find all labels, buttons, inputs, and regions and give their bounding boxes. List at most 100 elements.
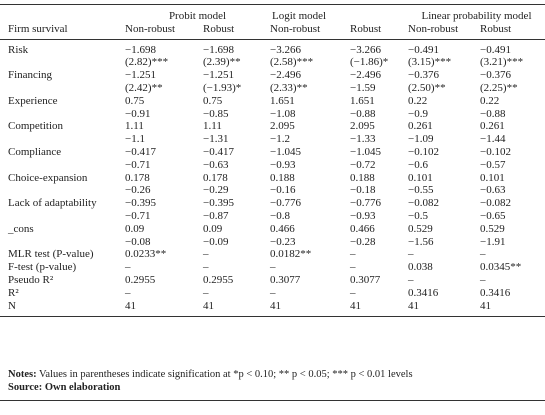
cell-value: −2.496 — [350, 69, 381, 82]
cell-se: −0.57 — [480, 158, 506, 171]
cell-se: −0.28 — [350, 235, 376, 248]
cell-se: (2.50)** — [408, 81, 446, 94]
cell-se: (2.82)*** — [125, 56, 169, 69]
cell-value: −1.251 — [125, 69, 156, 82]
empty-cell — [0, 133, 125, 146]
row-label: R² — [8, 286, 19, 299]
cell-se: −0.29 — [203, 184, 229, 197]
notes: Notes: Values in parentheses indicate si… — [8, 368, 538, 381]
row-label: Financing — [8, 69, 52, 82]
cell-se: (2.42)** — [125, 81, 163, 94]
cell-value: 1.651 — [270, 94, 295, 107]
cell-value: 0.0345** — [480, 261, 522, 274]
column-header: Robust — [350, 22, 382, 35]
source-text: Source: Own elaboration — [8, 382, 121, 393]
table-body: Risk −1.698 −1.698 −3.266 −3.266 −0.491 −0.491… — [0, 39, 545, 317]
cell-value: – — [408, 273, 414, 286]
cell-value: 0.101 — [408, 171, 433, 184]
cell-se: −0.63 — [203, 158, 229, 171]
table-row: Pseudo R² 0.2955 0.2955 0.3077 0.3077 – – — [0, 274, 545, 287]
cell-se: (−1.93)* — [203, 81, 242, 94]
cell-se: −0.8 — [270, 209, 290, 222]
cell-se: (3.15)*** — [408, 56, 452, 69]
cell-se: −1.09 — [408, 133, 434, 146]
cell-value: 0.529 — [480, 222, 505, 235]
cell-se: −1.31 — [203, 133, 229, 146]
cell-value: −3.266 — [270, 43, 301, 56]
cell-value: 0.466 — [270, 222, 295, 235]
cell-value: – — [350, 248, 356, 261]
cell-se: (2.58)*** — [270, 56, 314, 69]
group-header-row: Probit model Logit model Linear probabil… — [0, 4, 545, 23]
cell-se: −0.16 — [270, 184, 296, 197]
cell-value: – — [125, 261, 131, 274]
cell-value: 0.261 — [480, 120, 505, 133]
cell-value: −0.776 — [270, 197, 301, 210]
cell-value: 41 — [125, 299, 136, 312]
cell-se: −0.71 — [125, 209, 151, 222]
cell-se: −0.88 — [350, 107, 376, 120]
empty-cell — [0, 108, 125, 121]
cell-value: 0.22 — [408, 94, 428, 107]
cell-se: −1.44 — [480, 133, 506, 146]
group-header: Logit model — [272, 10, 327, 22]
cell-value: −0.491 — [480, 43, 511, 56]
cell-value: 0.3077 — [350, 273, 381, 286]
table-row: MLR test (P-value) 0.0233** – 0.0182** – – – — [0, 248, 545, 261]
empty-cell — [0, 5, 125, 23]
cell-value: 0.0233** — [125, 248, 167, 261]
cell-value: 0.09 — [203, 222, 223, 235]
cell-se: −1.2 — [270, 133, 290, 146]
cell-value: 0.2955 — [125, 273, 156, 286]
cell-value: 0.2955 — [203, 273, 234, 286]
cell-value: 0.3416 — [480, 286, 511, 299]
cell-value: −0.376 — [408, 69, 439, 82]
cell-value: 2.095 — [270, 120, 295, 133]
cell-se: −0.18 — [350, 184, 376, 197]
cell-value: −0.417 — [125, 145, 156, 158]
cell-se: −1.91 — [480, 235, 506, 248]
column-header-row: Firm survival Non-robust Robust Non-robust R… — [0, 22, 545, 40]
cell-value: −0.102 — [408, 145, 439, 158]
row-label: N — [8, 299, 16, 312]
row-label: F-test (p-value) — [8, 261, 77, 274]
cell-value: – — [350, 286, 356, 299]
row-label: _cons — [8, 222, 34, 235]
cell-value: – — [125, 286, 131, 299]
row-label: Competition — [8, 120, 63, 133]
cell-value: 0.101 — [480, 171, 505, 184]
table-row: Experience 0.75 0.75 1.651 1.651 0.22 0.22 — [0, 95, 545, 108]
row-label: Pseudo R² — [8, 273, 54, 286]
table-row-se: −0.91 −0.85 −1.08 −0.88 −0.9 −0.88 — [0, 108, 545, 121]
column-header: Robust — [480, 22, 512, 35]
row-label: MLR test (P-value) — [8, 248, 94, 261]
cell-value: – — [408, 248, 414, 261]
empty-cell — [0, 56, 125, 69]
cell-value: 1.651 — [350, 94, 375, 107]
cell-se: (2.39)** — [203, 56, 241, 69]
cell-se: −0.6 — [408, 158, 428, 171]
cell-se: (−1.86)* — [350, 56, 389, 69]
results-table: Probit model Logit model Linear probabil… — [0, 4, 545, 317]
cell-value: −1.698 — [125, 43, 156, 56]
cell-se: −0.85 — [203, 107, 229, 120]
table-row-se: −0.71 −0.63 −0.93 −0.72 −0.6 −0.57 — [0, 159, 545, 172]
row-label: Risk — [8, 43, 29, 56]
cell-value: −1.698 — [203, 43, 234, 56]
row-label: Compliance — [8, 145, 62, 158]
table-row: Compliance −0.417 −0.417 −1.045 −1.045 −0.102… — [0, 146, 545, 159]
cell-value: 41 — [408, 299, 420, 312]
cell-value: −0.376 — [480, 69, 511, 82]
empty-cell — [0, 236, 125, 249]
table-row: N 41 41 41 41 41 41 — [0, 300, 545, 317]
cell-se: −0.65 — [480, 209, 506, 222]
cell-se: −0.23 — [270, 235, 296, 248]
cell-value: 0.466 — [350, 222, 375, 235]
cell-value: 2.095 — [350, 120, 375, 133]
cell-value: 0.75 — [125, 94, 145, 107]
notes-text: Values in parentheses indicate significa… — [39, 369, 413, 380]
cell-value: −0.395 — [125, 197, 156, 210]
cell-se: −0.26 — [125, 184, 151, 197]
cell-value: – — [350, 261, 356, 274]
